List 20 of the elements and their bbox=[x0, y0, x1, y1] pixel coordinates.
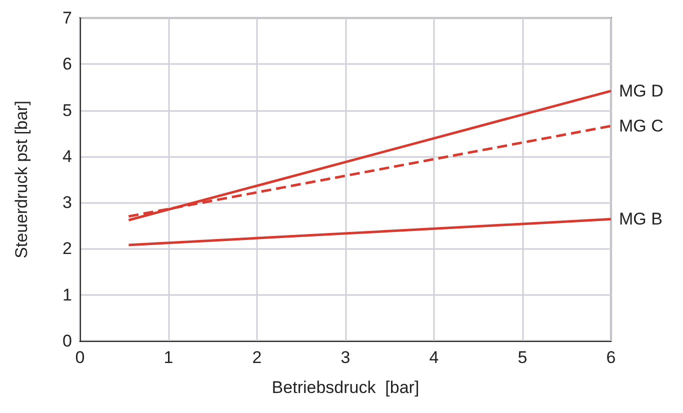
y-tick-label: 1 bbox=[62, 285, 72, 304]
x-tick-label: 2 bbox=[252, 348, 262, 367]
y-tick-label: 5 bbox=[62, 100, 72, 120]
series-label: MG C bbox=[619, 116, 664, 136]
x-tick-label: 3 bbox=[340, 348, 350, 367]
series-label: MG B bbox=[619, 210, 662, 229]
y-tick-label: 2 bbox=[62, 239, 72, 258]
y-tick-label: 7 bbox=[62, 8, 72, 28]
x-tick-label: 0 bbox=[75, 348, 85, 367]
y-tick-label: 0 bbox=[62, 332, 72, 350]
series-label: MG D bbox=[619, 81, 664, 100]
x-tick-label: 6 bbox=[606, 348, 616, 367]
y-tick-label: 4 bbox=[62, 146, 72, 166]
y-tick-label: 3 bbox=[62, 193, 72, 212]
x-tick-label: 5 bbox=[518, 348, 528, 367]
x-axis-title: Betriebsdruck [bar] bbox=[272, 378, 420, 397]
x-tick-label: 4 bbox=[429, 348, 439, 367]
y-axis-title: Steuerdruck pst [bar] bbox=[12, 100, 31, 258]
x-tick-label: 1 bbox=[164, 348, 174, 367]
y-tick-label: 6 bbox=[62, 54, 72, 74]
